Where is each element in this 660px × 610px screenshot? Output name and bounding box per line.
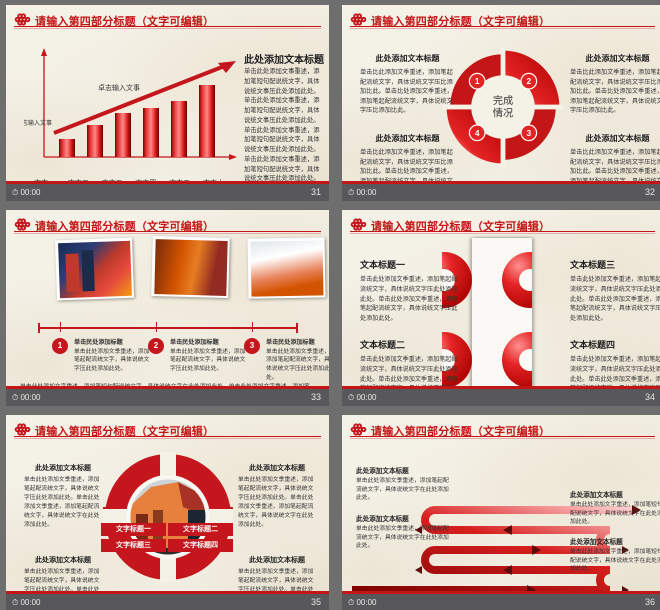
svg-text:完成: 完成 <box>493 94 513 107</box>
svg-text:情况: 情况 <box>493 107 513 120</box>
svg-text:4: 4 <box>475 128 480 138</box>
svg-text:卓志输入文事: 卓志输入文事 <box>98 83 140 92</box>
svg-text:3: 3 <box>526 128 531 138</box>
svg-text:卓志输入文事: 卓志输入文事 <box>24 119 52 127</box>
svg-text:1: 1 <box>475 76 480 86</box>
svg-text:2: 2 <box>526 76 531 86</box>
